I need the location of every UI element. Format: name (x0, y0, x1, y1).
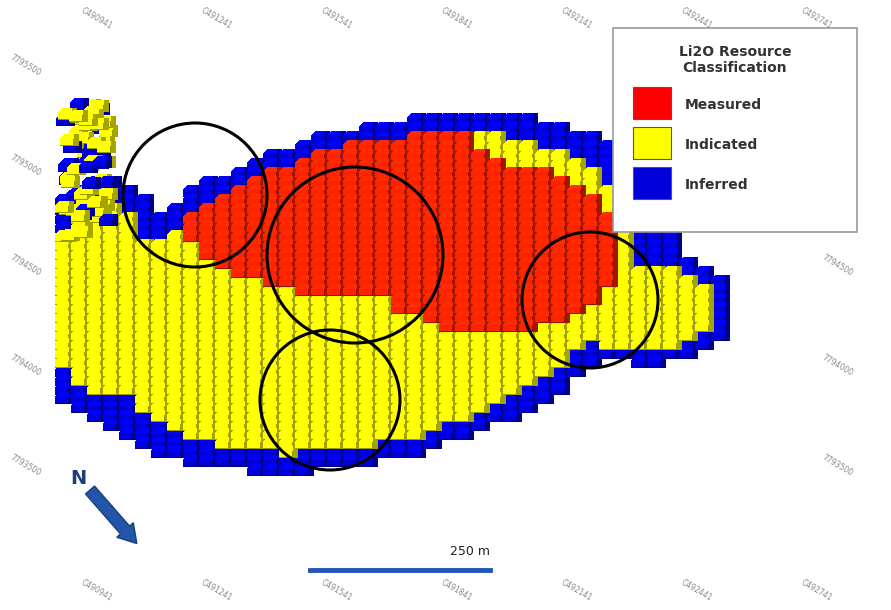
Text: 7794000: 7794000 (8, 353, 42, 378)
Bar (633, 87, 671, 119)
Text: Indicated: Indicated (685, 138, 758, 152)
Bar (633, 167, 671, 199)
Text: C492441: C492441 (680, 578, 715, 603)
Text: 7793500: 7793500 (820, 453, 854, 478)
Text: 7793500: 7793500 (8, 453, 42, 478)
Text: 7795500: 7795500 (8, 52, 42, 77)
Text: C491841: C491841 (440, 578, 474, 603)
Text: 7794500: 7794500 (8, 253, 42, 278)
Text: Li2O Resource
Classification: Li2O Resource Classification (679, 45, 791, 75)
Text: 7795500: 7795500 (820, 52, 854, 77)
Text: Measured: Measured (685, 98, 762, 112)
Text: C490941: C490941 (80, 578, 114, 603)
Text: C492741: C492741 (800, 5, 834, 30)
Text: C492441: C492441 (680, 5, 715, 30)
Text: 7795000: 7795000 (820, 152, 854, 178)
Text: 7795000: 7795000 (8, 152, 42, 178)
Text: C490941: C490941 (80, 5, 114, 30)
Text: C491241: C491241 (200, 578, 234, 603)
Text: 7794000: 7794000 (820, 353, 854, 378)
Text: Inferred: Inferred (685, 178, 748, 192)
FancyArrow shape (86, 486, 137, 544)
Text: C491841: C491841 (440, 5, 474, 30)
Text: 7794500: 7794500 (820, 253, 854, 278)
FancyBboxPatch shape (613, 28, 857, 232)
Text: C492141: C492141 (560, 578, 594, 603)
Text: 250 m: 250 m (450, 545, 490, 558)
Bar (633, 127, 671, 159)
Text: C491241: C491241 (200, 5, 234, 30)
Text: C491541: C491541 (320, 578, 354, 603)
Text: C492141: C492141 (560, 5, 594, 30)
Text: N: N (69, 469, 86, 488)
Text: C492741: C492741 (800, 578, 834, 603)
Text: C491541: C491541 (320, 5, 354, 30)
